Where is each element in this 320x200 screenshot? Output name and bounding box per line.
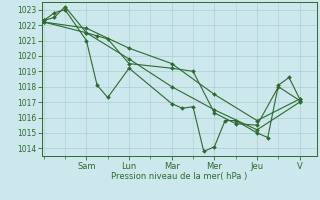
X-axis label: Pression niveau de la mer( hPa ): Pression niveau de la mer( hPa ) — [111, 172, 247, 181]
